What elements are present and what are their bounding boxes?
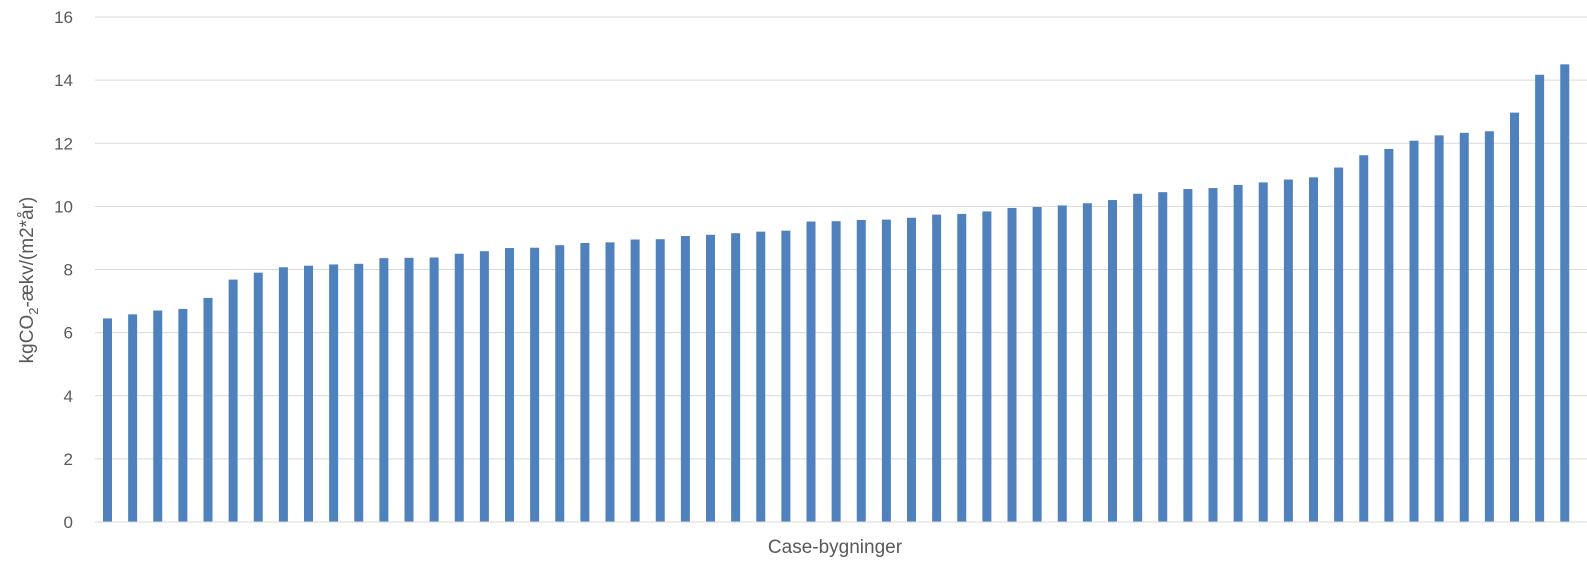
bar bbox=[756, 231, 766, 523]
bar bbox=[1057, 205, 1067, 522]
bar bbox=[153, 310, 163, 522]
bar bbox=[1510, 112, 1519, 522]
bar bbox=[1535, 74, 1545, 522]
y-tick-label: 6 bbox=[64, 324, 73, 343]
y-tick-label: 2 bbox=[64, 450, 73, 469]
bar bbox=[1158, 192, 1168, 523]
bar bbox=[881, 219, 891, 522]
gridlines bbox=[95, 16, 1587, 460]
bar bbox=[530, 247, 540, 522]
y-tick-label: 10 bbox=[54, 197, 73, 216]
bar bbox=[1133, 193, 1143, 522]
bar bbox=[806, 221, 816, 522]
bar bbox=[1334, 167, 1344, 523]
bar bbox=[957, 213, 967, 522]
bar bbox=[1560, 64, 1570, 522]
bar bbox=[178, 308, 188, 522]
bar bbox=[781, 230, 791, 522]
bar bbox=[1359, 155, 1369, 523]
bar bbox=[982, 211, 992, 522]
bar bbox=[103, 318, 112, 522]
bar bbox=[555, 245, 565, 522]
bar bbox=[1108, 200, 1117, 522]
bar bbox=[1409, 140, 1419, 523]
y-axis-title-subscript: 2 bbox=[26, 308, 41, 315]
y-axis-title: kgCO2-ækv/(m2*år) bbox=[17, 197, 41, 364]
bar bbox=[630, 239, 640, 522]
bar bbox=[1258, 182, 1268, 522]
bar bbox=[1384, 148, 1394, 522]
bar bbox=[203, 297, 213, 522]
y-tick-label: 4 bbox=[64, 387, 73, 406]
bar bbox=[1082, 203, 1092, 522]
bar bbox=[404, 257, 414, 522]
y-axis-tick-labels: 0 2 4 6 8 10 12 14 16 bbox=[54, 8, 73, 532]
bar bbox=[932, 214, 942, 522]
bar bbox=[706, 234, 715, 522]
bar bbox=[429, 257, 439, 522]
bar bbox=[731, 233, 741, 522]
bar bbox=[1484, 131, 1494, 522]
bars bbox=[103, 64, 1570, 523]
bar bbox=[228, 279, 238, 522]
bar bbox=[454, 253, 464, 522]
bar bbox=[1233, 184, 1243, 522]
bar bbox=[856, 219, 866, 522]
y-tick-label: 16 bbox=[54, 8, 73, 27]
x-axis-title: Case-bygninger bbox=[768, 537, 903, 558]
bar bbox=[479, 251, 489, 522]
bar bbox=[831, 221, 841, 522]
bar bbox=[605, 242, 615, 523]
y-axis-title-suffix: -ækv/(m2*år) bbox=[17, 197, 38, 308]
y-axis-title-prefix: kgCO bbox=[17, 315, 38, 364]
y-tick-label: 8 bbox=[64, 261, 73, 280]
bar bbox=[1459, 132, 1469, 522]
bar bbox=[1032, 207, 1042, 522]
y-tick-label: 12 bbox=[54, 134, 73, 153]
y-tick-label: 14 bbox=[54, 71, 73, 90]
bar bbox=[655, 239, 665, 522]
bar bbox=[128, 314, 138, 522]
bar bbox=[505, 248, 514, 523]
bar bbox=[1007, 207, 1017, 522]
bar bbox=[379, 258, 389, 522]
bar bbox=[1283, 179, 1293, 523]
bar bbox=[253, 272, 263, 522]
bar bbox=[278, 267, 288, 522]
bar bbox=[680, 236, 690, 523]
bar bbox=[1183, 189, 1193, 522]
bar bbox=[1208, 188, 1218, 522]
y-tick-label: 0 bbox=[64, 513, 73, 532]
bar bbox=[580, 242, 590, 523]
bar bbox=[304, 265, 313, 522]
bar bbox=[354, 263, 364, 522]
bar bbox=[1309, 177, 1318, 522]
bar bbox=[329, 264, 339, 522]
bar bbox=[907, 217, 916, 523]
bar bbox=[1434, 135, 1444, 523]
